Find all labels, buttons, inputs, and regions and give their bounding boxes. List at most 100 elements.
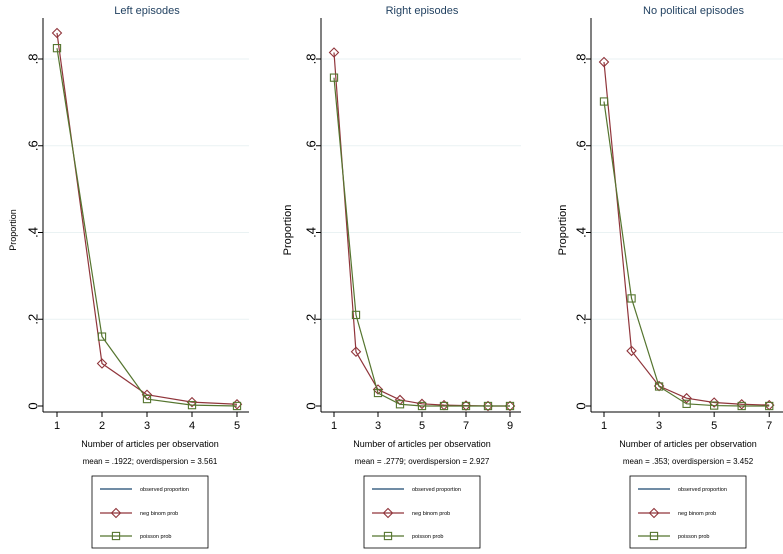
- legend-label: neg binom prob: [678, 511, 716, 517]
- series-line: [56, 32, 238, 405]
- legend: observed proportion neg binom prob poisson…: [363, 475, 481, 549]
- x-tick-label: 3: [375, 420, 381, 432]
- square-marker: [351, 310, 361, 320]
- series-neg-binom-prob: [598, 56, 775, 411]
- legend-label: poisson prob: [412, 534, 444, 540]
- y-tick-label: .4: [304, 227, 319, 238]
- square-marker: [142, 394, 152, 404]
- square-marker: [627, 294, 636, 303]
- legend-square-marker: [649, 531, 659, 541]
- y-tick-label: .8: [304, 54, 319, 65]
- legend-label: poisson prob: [678, 534, 710, 540]
- diamond-marker: [350, 346, 362, 358]
- diamond-marker: [504, 400, 516, 412]
- x-tick-label: 5: [419, 420, 425, 432]
- diamond-marker: [708, 397, 720, 408]
- legend: observed proportion neg binom prob poisson…: [91, 475, 209, 549]
- x-tick-label: 2: [99, 420, 105, 432]
- x-tick-label: 7: [463, 420, 469, 432]
- y-tick-label: .8: [26, 54, 41, 65]
- y-axis-label: Proportion: [557, 205, 569, 256]
- series-neg-binom-prob: [51, 27, 243, 410]
- series-poisson-prob: [52, 44, 242, 411]
- legend-square-marker: [111, 531, 121, 541]
- y-tick-label: .4: [574, 227, 589, 238]
- x-tick-label: 1: [54, 420, 60, 432]
- y-tick-label: 0: [574, 402, 589, 409]
- legend-diamond-marker: [648, 507, 660, 519]
- legend-label: observed proportion: [678, 487, 727, 493]
- y-axis-label: Proportion: [8, 209, 18, 251]
- square-marker: [97, 332, 107, 341]
- series-line: [603, 61, 770, 406]
- y-tick-label: .6: [304, 140, 319, 151]
- diamond-marker: [482, 400, 494, 412]
- square-marker: [439, 401, 449, 411]
- x-tick-label: 5: [711, 420, 717, 432]
- square-marker: [395, 400, 405, 409]
- panel-1: 0 .2 .4 .6 .8 1 2 3 4 5 Left episodes Proportion Num…: [8, 5, 249, 549]
- x-tick-label: 9: [507, 420, 513, 432]
- x-tick-label: 3: [656, 420, 662, 432]
- square-marker: [329, 73, 339, 82]
- panel-title: No political episodes: [643, 5, 744, 17]
- diamond-marker: [186, 396, 198, 408]
- y-tick-label: .2: [26, 314, 41, 325]
- panel-title: Right episodes: [386, 5, 459, 17]
- legend-label: neg binom prob: [412, 511, 450, 517]
- series-poisson-prob: [599, 97, 774, 411]
- y-tick-label: .4: [26, 227, 41, 238]
- diamond-marker: [598, 56, 610, 68]
- square-marker: [505, 401, 515, 411]
- series-neg-binom-prob: [328, 47, 516, 412]
- square-marker: [461, 401, 471, 411]
- x-tick-label: 4: [189, 420, 195, 432]
- square-marker: [599, 97, 609, 106]
- square-marker: [52, 44, 62, 53]
- legend-label: observed proportion: [140, 487, 189, 493]
- legend: observed proportion neg binom prob poisson…: [629, 475, 747, 549]
- y-axis-label: Proportion: [282, 205, 294, 256]
- square-marker: [710, 401, 719, 410]
- panel-3: 0 .2 .4 .6 .8 1 3 5 7 No political episodes Propor…: [557, 5, 783, 549]
- diamond-marker: [626, 345, 637, 357]
- square-marker: [373, 388, 383, 398]
- square-marker: [232, 401, 242, 411]
- diamond-marker: [681, 392, 692, 404]
- square-marker: [483, 401, 493, 411]
- series-line: [56, 48, 238, 407]
- diamond-marker: [328, 47, 340, 58]
- x-axis-label: Number of articles per observation: [353, 439, 491, 449]
- x-tick-label: 3: [144, 420, 150, 432]
- series-line: [333, 77, 510, 407]
- diamond-marker: [372, 384, 384, 395]
- panel-2: 0 .2 .4 .6 .8 1 3 5 7 9 Right episodes Proportion Nu…: [282, 5, 521, 549]
- legend-diamond-marker: [382, 507, 394, 519]
- square-marker: [187, 400, 197, 410]
- diamond-marker: [96, 358, 108, 369]
- y-tick-label: 0: [26, 402, 41, 409]
- y-tick-label: .8: [574, 54, 589, 65]
- square-marker: [765, 401, 774, 411]
- x-tick-label: 5: [234, 420, 240, 432]
- stats-note: mean = .1922; overdispersion = 3.561: [83, 457, 218, 466]
- legend-square-marker: [383, 531, 393, 541]
- series-line: [333, 52, 510, 407]
- x-axis-label: Number of articles per observation: [619, 439, 757, 449]
- square-marker: [417, 401, 427, 411]
- y-tick-label: .2: [304, 314, 319, 325]
- y-tick-label: 0: [304, 402, 319, 409]
- legend-diamond-marker: [110, 507, 122, 519]
- legend-label: neg binom prob: [140, 511, 178, 517]
- square-marker: [682, 399, 691, 408]
- stats-note: mean = .2779; overdispersion = 2.927: [355, 457, 490, 466]
- x-tick-label: 1: [601, 420, 607, 432]
- series-poisson-prob: [329, 73, 515, 411]
- square-marker: [654, 382, 664, 391]
- series-line: [603, 101, 770, 407]
- legend-label: poisson prob: [140, 534, 172, 540]
- x-tick-label: 7: [766, 420, 772, 432]
- diamond-marker: [51, 27, 63, 39]
- y-tick-label: .6: [26, 140, 41, 151]
